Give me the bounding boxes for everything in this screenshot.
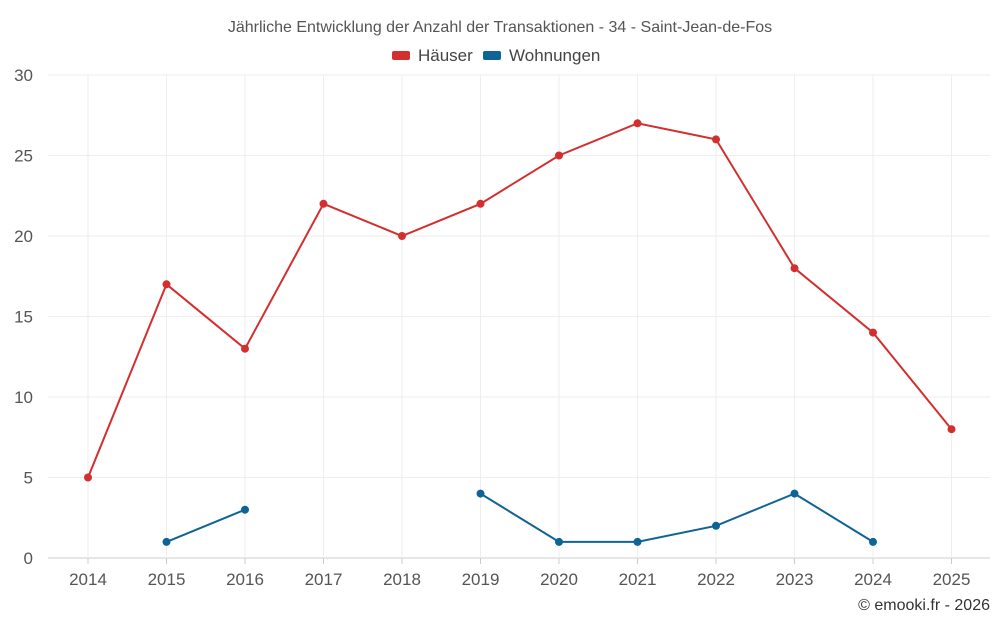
y-tick-label: 30 <box>14 66 33 85</box>
y-tick-label: 25 <box>14 147 33 166</box>
y-tick-label: 10 <box>14 388 33 407</box>
data-point[interactable] <box>790 489 799 498</box>
data-point[interactable] <box>869 537 877 546</box>
data-point[interactable] <box>869 328 877 337</box>
x-tick-label: 2024 <box>854 570 892 589</box>
data-point[interactable] <box>319 199 328 208</box>
series-group <box>84 119 956 546</box>
y-tick-label: 20 <box>14 227 33 246</box>
data-point[interactable] <box>241 344 249 353</box>
series-line <box>166 508 246 543</box>
legend-swatch <box>392 51 410 60</box>
y-tick-label: 5 <box>24 469 33 488</box>
legend: Häuser Wohnungen <box>392 46 600 65</box>
data-point[interactable] <box>633 537 642 546</box>
data-point[interactable] <box>241 505 249 514</box>
data-point[interactable] <box>476 489 485 498</box>
credit-text: © emooki.fr - 2026 <box>858 597 990 614</box>
legend-label[interactable]: Wohnungen <box>509 46 600 65</box>
grid <box>48 74 990 559</box>
x-tick-label: 2017 <box>305 570 343 589</box>
series-wohnungen <box>162 489 877 546</box>
series-line <box>87 122 953 478</box>
legend-swatch <box>483 51 501 60</box>
data-point[interactable] <box>476 199 485 208</box>
data-point[interactable] <box>555 537 563 546</box>
y-tick-label: 0 <box>24 549 33 568</box>
data-point[interactable] <box>712 521 720 530</box>
x-tick-label: 2015 <box>148 570 186 589</box>
chart-title: Jährliche Entwicklung der Anzahl der Tra… <box>228 19 772 36</box>
x-tick-label: 2018 <box>383 570 421 589</box>
data-point[interactable] <box>790 264 799 273</box>
data-point[interactable] <box>712 135 720 144</box>
x-tick-label: 2022 <box>697 570 735 589</box>
x-tick-label: 2014 <box>69 570 107 589</box>
x-tick-label: 2023 <box>776 570 814 589</box>
data-point[interactable] <box>84 473 92 482</box>
data-point[interactable] <box>633 119 642 128</box>
y-tick-label: 15 <box>14 308 33 327</box>
x-axis: 2014 2015 2016 2017 2018 2019 2020 2021 2022 2023… <box>69 558 970 589</box>
x-tick-label: 2020 <box>540 570 578 589</box>
y-axis: 0 5 10 15 20 25 30 <box>14 66 33 568</box>
x-tick-label: 2025 <box>933 570 971 589</box>
data-point[interactable] <box>162 280 171 289</box>
x-tick-label: 2019 <box>462 570 500 589</box>
x-tick-label: 2021 <box>619 570 657 589</box>
data-point[interactable] <box>947 425 956 434</box>
legend-label[interactable]: Häuser <box>418 46 473 65</box>
x-tick-label: 2016 <box>226 570 264 589</box>
data-point[interactable] <box>398 232 406 240</box>
data-point[interactable] <box>162 537 171 546</box>
data-point[interactable] <box>555 151 563 160</box>
series-line <box>479 492 874 543</box>
series-haeuser <box>84 119 956 482</box>
